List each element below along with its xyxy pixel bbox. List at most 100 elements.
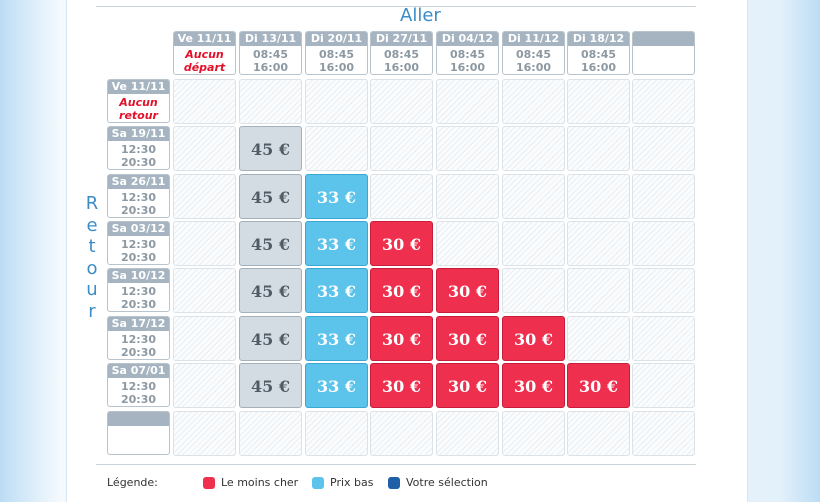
time-line-2: 20:30: [120, 156, 156, 169]
time-line-1: 08:45: [515, 48, 551, 61]
unavailable-cell: [370, 126, 433, 171]
date-header: [108, 412, 169, 426]
retour-date-card[interactable]: Sa 26/11 12:30 20:30: [107, 174, 170, 218]
retour-date-card[interactable]: Sa 17/12 12:30 20:30: [107, 316, 170, 360]
price-cell[interactable]: 33 €: [305, 174, 368, 219]
unavailable-cell: [567, 316, 630, 361]
date-header: Di 27/11: [371, 32, 432, 46]
date-header: Di 13/11: [240, 32, 301, 46]
time-line-1: 12:30: [120, 380, 156, 393]
price-cell[interactable]: 45 €: [239, 221, 302, 266]
price-cell[interactable]: 30 €: [436, 268, 499, 313]
legend-item-cheapest: Le moins cher: [203, 476, 298, 489]
price-cell[interactable]: 33 €: [305, 363, 368, 408]
unavailable-cell: [632, 363, 695, 408]
date-header: Sa 17/12: [108, 317, 169, 331]
departure-times: 08:45 16:00: [568, 46, 629, 74]
aller-date-card[interactable]: Di 13/11 08:45 16:00: [239, 31, 302, 75]
date-header: Ve 11/11: [174, 32, 235, 46]
departure-times: 12:30 20:30: [108, 236, 169, 264]
unavailable-cell: [502, 268, 565, 313]
price-cell[interactable]: 33 €: [305, 268, 368, 313]
unavailable-cell: [173, 363, 236, 408]
price-cell[interactable]: 30 €: [370, 268, 433, 313]
date-header: Sa 07/01: [108, 364, 169, 378]
unavailable-cell: [239, 411, 302, 456]
price-cell[interactable]: 45 €: [239, 316, 302, 361]
departure-times: 12:30 20:30: [108, 283, 169, 311]
legend-label: Votre sélection: [406, 476, 488, 489]
departure-times: 12:30 20:30: [108, 378, 169, 406]
unavailable-cell: [436, 79, 499, 124]
time-line-1: 12:30: [120, 285, 156, 298]
unavailable-cell: [436, 221, 499, 266]
price-cell[interactable]: 30 €: [502, 316, 565, 361]
departure-times: 08:45 16:00: [306, 46, 367, 74]
unavailable-cell: [567, 174, 630, 219]
departure-times: 12:30 20:30: [108, 189, 169, 217]
price-cell[interactable]: 30 €: [370, 316, 433, 361]
aller-date-card[interactable]: Di 11/12 08:45 16:00: [502, 31, 565, 75]
price-cell[interactable]: 30 €: [502, 363, 565, 408]
retour-date-card[interactable]: Sa 19/11 12:30 20:30: [107, 126, 170, 170]
unavailable-cell: [632, 268, 695, 313]
price-cell[interactable]: 45 €: [239, 174, 302, 219]
date-header: Di 20/11: [306, 32, 367, 46]
departure-times: 08:45 16:00: [240, 46, 301, 74]
unavailable-cell: [305, 411, 368, 456]
time-line-2: 20:30: [120, 251, 156, 264]
time-line-2: 16:00: [383, 61, 419, 74]
unavailable-cell: [305, 126, 368, 171]
time-line-2: 20:30: [120, 204, 156, 217]
no-trip-text: Aucun départ: [174, 46, 235, 74]
date-header: Sa 03/12: [108, 222, 169, 236]
time-line-2: retour: [119, 109, 158, 122]
time-line-1: 08:45: [252, 48, 288, 61]
unavailable-cell: [632, 411, 695, 456]
unavailable-cell: [502, 79, 565, 124]
price-cell[interactable]: 33 €: [305, 316, 368, 361]
aller-date-card[interactable]: Di 18/12 08:45 16:00: [567, 31, 630, 75]
time-line-1: Aucun: [119, 96, 158, 109]
retour-date-card[interactable]: Ve 11/11 Aucun retour: [107, 79, 170, 123]
time-line-1: 08:45: [383, 48, 419, 61]
unavailable-cell: [567, 221, 630, 266]
retour-date-card[interactable]: Sa 07/01 12:30 20:30: [107, 363, 170, 407]
price-cell[interactable]: 45 €: [239, 268, 302, 313]
price-cell[interactable]: 45 €: [239, 126, 302, 171]
unavailable-cell: [567, 268, 630, 313]
unavailable-cell: [436, 126, 499, 171]
price-cell[interactable]: 30 €: [436, 316, 499, 361]
aller-date-card[interactable]: Di 20/11 08:45 16:00: [305, 31, 368, 75]
legend-label: Prix bas: [330, 476, 374, 489]
unavailable-cell: [239, 79, 302, 124]
unavailable-cell: [502, 411, 565, 456]
unavailable-cell: [173, 316, 236, 361]
unavailable-cell: [567, 411, 630, 456]
legend-label: Le moins cher: [221, 476, 299, 489]
legend-title: Légende:: [107, 476, 158, 489]
legend-item-low-price: Prix bas: [312, 476, 373, 489]
aller-date-card[interactable]: Di 04/12 08:45 16:00: [436, 31, 499, 75]
price-cell[interactable]: 45 €: [239, 363, 302, 408]
retour-date-card[interactable]: Sa 03/12 12:30 20:30: [107, 221, 170, 265]
time-line-2: 16:00: [515, 61, 551, 74]
price-cell[interactable]: 30 €: [567, 363, 630, 408]
price-cell[interactable]: 33 €: [305, 221, 368, 266]
price-cell[interactable]: 30 €: [436, 363, 499, 408]
aller-date-card[interactable]: Ve 11/11 Aucun départ: [173, 31, 236, 75]
unavailable-cell: [370, 174, 433, 219]
time-line-2: 20:30: [120, 393, 156, 406]
time-line-1: 08:45: [449, 48, 485, 61]
price-cell[interactable]: 30 €: [370, 363, 433, 408]
retour-date-card[interactable]: Sa 10/12 12:30 20:30: [107, 268, 170, 312]
unavailable-cell: [173, 79, 236, 124]
time-line-2: départ: [183, 61, 226, 74]
unavailable-cell: [173, 174, 236, 219]
price-cell[interactable]: 30 €: [370, 221, 433, 266]
date-header: [633, 32, 694, 46]
aller-date-card[interactable]: Di 27/11 08:45 16:00: [370, 31, 433, 75]
bottom-divider: [96, 464, 696, 465]
unavailable-cell: [436, 411, 499, 456]
unavailable-cell: [370, 411, 433, 456]
